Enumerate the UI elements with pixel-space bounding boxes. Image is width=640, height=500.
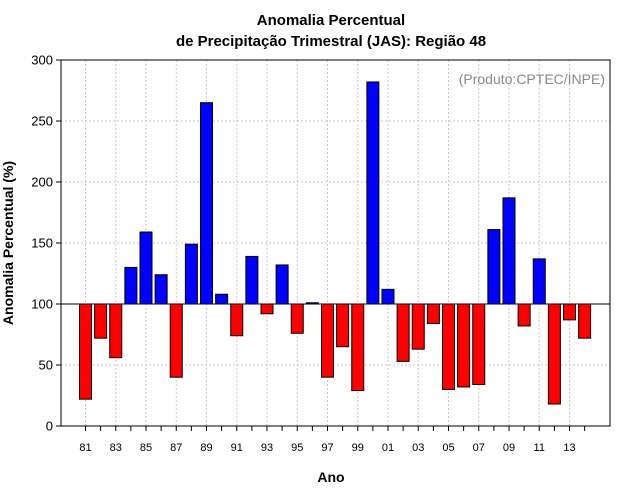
bar-93 (260, 303, 274, 315)
bar-84 (124, 266, 138, 305)
bar-04 (426, 303, 440, 325)
x-tick-label: 01 (382, 442, 394, 454)
x-tick-label: 11 (534, 442, 545, 454)
x-tick-label: 81 (79, 442, 91, 454)
bar-87 (169, 303, 183, 378)
bar-85 (139, 231, 153, 305)
y-tick-label: 300 (31, 53, 53, 68)
chart-title-line1: Anomalia Percentual (257, 12, 405, 29)
x-tick-label: 13 (563, 442, 575, 454)
x-tick-label: 03 (412, 442, 424, 454)
bar-82 (94, 303, 108, 339)
bar-83 (109, 303, 123, 359)
bar-97 (321, 303, 334, 378)
bar-81 (79, 303, 92, 400)
chart-title-line2: de Precipitação Trimestral (JAS): Região… (176, 33, 486, 50)
bar-92 (245, 255, 259, 305)
bar-07 (472, 303, 486, 386)
bar-06 (457, 303, 471, 388)
bar-86 (154, 274, 168, 305)
y-tick-label: 200 (31, 175, 53, 190)
x-tick-label: 85 (140, 442, 152, 454)
x-tick-label: 87 (170, 442, 182, 454)
bar-00 (366, 81, 380, 305)
x-tick-label: 91 (231, 442, 243, 454)
bar-99 (351, 303, 365, 392)
y-tick-label: 50 (39, 358, 53, 373)
y-tick-label: 0 (46, 419, 53, 434)
x-axis-title: Ano (317, 469, 344, 485)
x-tick-label: 95 (291, 442, 303, 454)
x-axis: 81 83 85 87 89 91 93 95 97 99 01 03 05 07 09 11 13 (79, 426, 586, 454)
bar-12 (547, 303, 561, 405)
x-tick-label: 05 (442, 442, 454, 454)
x-tick-label: 83 (110, 442, 122, 454)
x-tick-label: 89 (200, 442, 212, 454)
bar-02 (396, 303, 410, 362)
bar-13 (563, 303, 576, 321)
bar-08 (487, 229, 501, 305)
bar-90 (215, 293, 229, 305)
y-axis: 0 50 100 150 200 250 300 (31, 53, 61, 434)
bar-10 (517, 303, 531, 327)
bar-91 (230, 303, 244, 337)
y-tick-label: 100 (31, 297, 53, 312)
y-tick-label: 250 (31, 114, 53, 129)
bar-05 (442, 303, 455, 390)
bar-89 (200, 102, 213, 305)
bar-94 (275, 264, 289, 305)
x-tick-label: 97 (321, 442, 333, 454)
bar-14 (578, 303, 592, 339)
y-axis-title: Anomalia Percentual (%) (0, 161, 16, 325)
bar-01 (381, 288, 395, 305)
bar-03 (411, 303, 425, 350)
bars (79, 81, 592, 405)
bar-11 (532, 258, 546, 305)
x-tick-label: 93 (261, 442, 273, 454)
credit-label: (Produto:CPTEC/INPE) (459, 71, 605, 87)
bar-95 (290, 303, 304, 334)
x-tick-label: 99 (352, 442, 364, 454)
bar-98 (336, 303, 350, 348)
y-tick-label: 150 (31, 236, 53, 251)
x-tick-label: 07 (473, 442, 485, 454)
bar-88 (184, 243, 198, 305)
x-tick-label: 09 (503, 442, 515, 454)
bar-09 (502, 197, 516, 305)
